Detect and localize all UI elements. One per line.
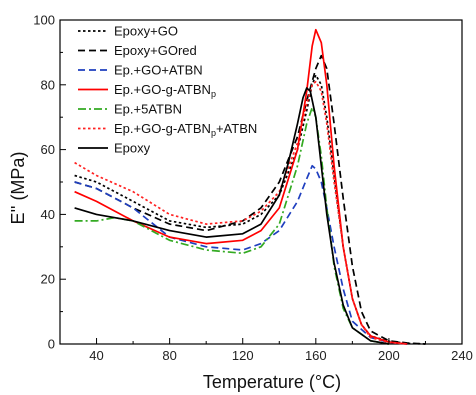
x-axis-title: Temperature (°C) [203,372,341,392]
legend-label-1: Epoxy+GO [114,24,178,39]
y-tick-label: 60 [41,142,55,157]
x-tick-label: 240 [451,348,473,363]
y-tick-label: 100 [33,13,55,28]
series-line-3 [74,164,408,345]
axes: 40 80 120 160 200 240 0 20 40 60 80 100 [33,13,473,364]
series-line-7 [74,87,390,345]
legend-label-4: Ep.+GO-g-ATBNp [114,82,216,99]
y-tick-label: 20 [41,272,55,287]
legend-label-6: Ep.+GO-g-ATBNp+ATBN [114,121,257,138]
x-tick-label: 120 [232,348,254,363]
legend-label-2: Epoxy+GOred [114,43,197,58]
series-line-2 [74,54,426,345]
series-line-5 [74,106,390,345]
y-tick-label: 40 [41,207,55,222]
series-line-6 [74,80,408,345]
y-axis-title: E'' (MPa) [8,152,28,225]
legend-label-3: Ep.+GO+ATBN [114,63,203,78]
x-tick-label: 160 [305,348,327,363]
y-tick-label: 0 [48,337,55,352]
x-tick-label: 80 [162,348,176,363]
x-tick-label: 40 [89,348,103,363]
legend: Epoxy+GO Epoxy+GOred Ep.+GO+ATBN Ep.+GO-g-A… [78,24,257,156]
legend-label-5: Ep.+5ATBN [114,102,182,117]
legend-label-7: Epoxy [114,141,151,156]
x-tick-label: 200 [378,348,400,363]
series-line-1 [74,74,426,345]
y-tick-label: 80 [41,77,55,92]
series-layer [74,28,426,345]
